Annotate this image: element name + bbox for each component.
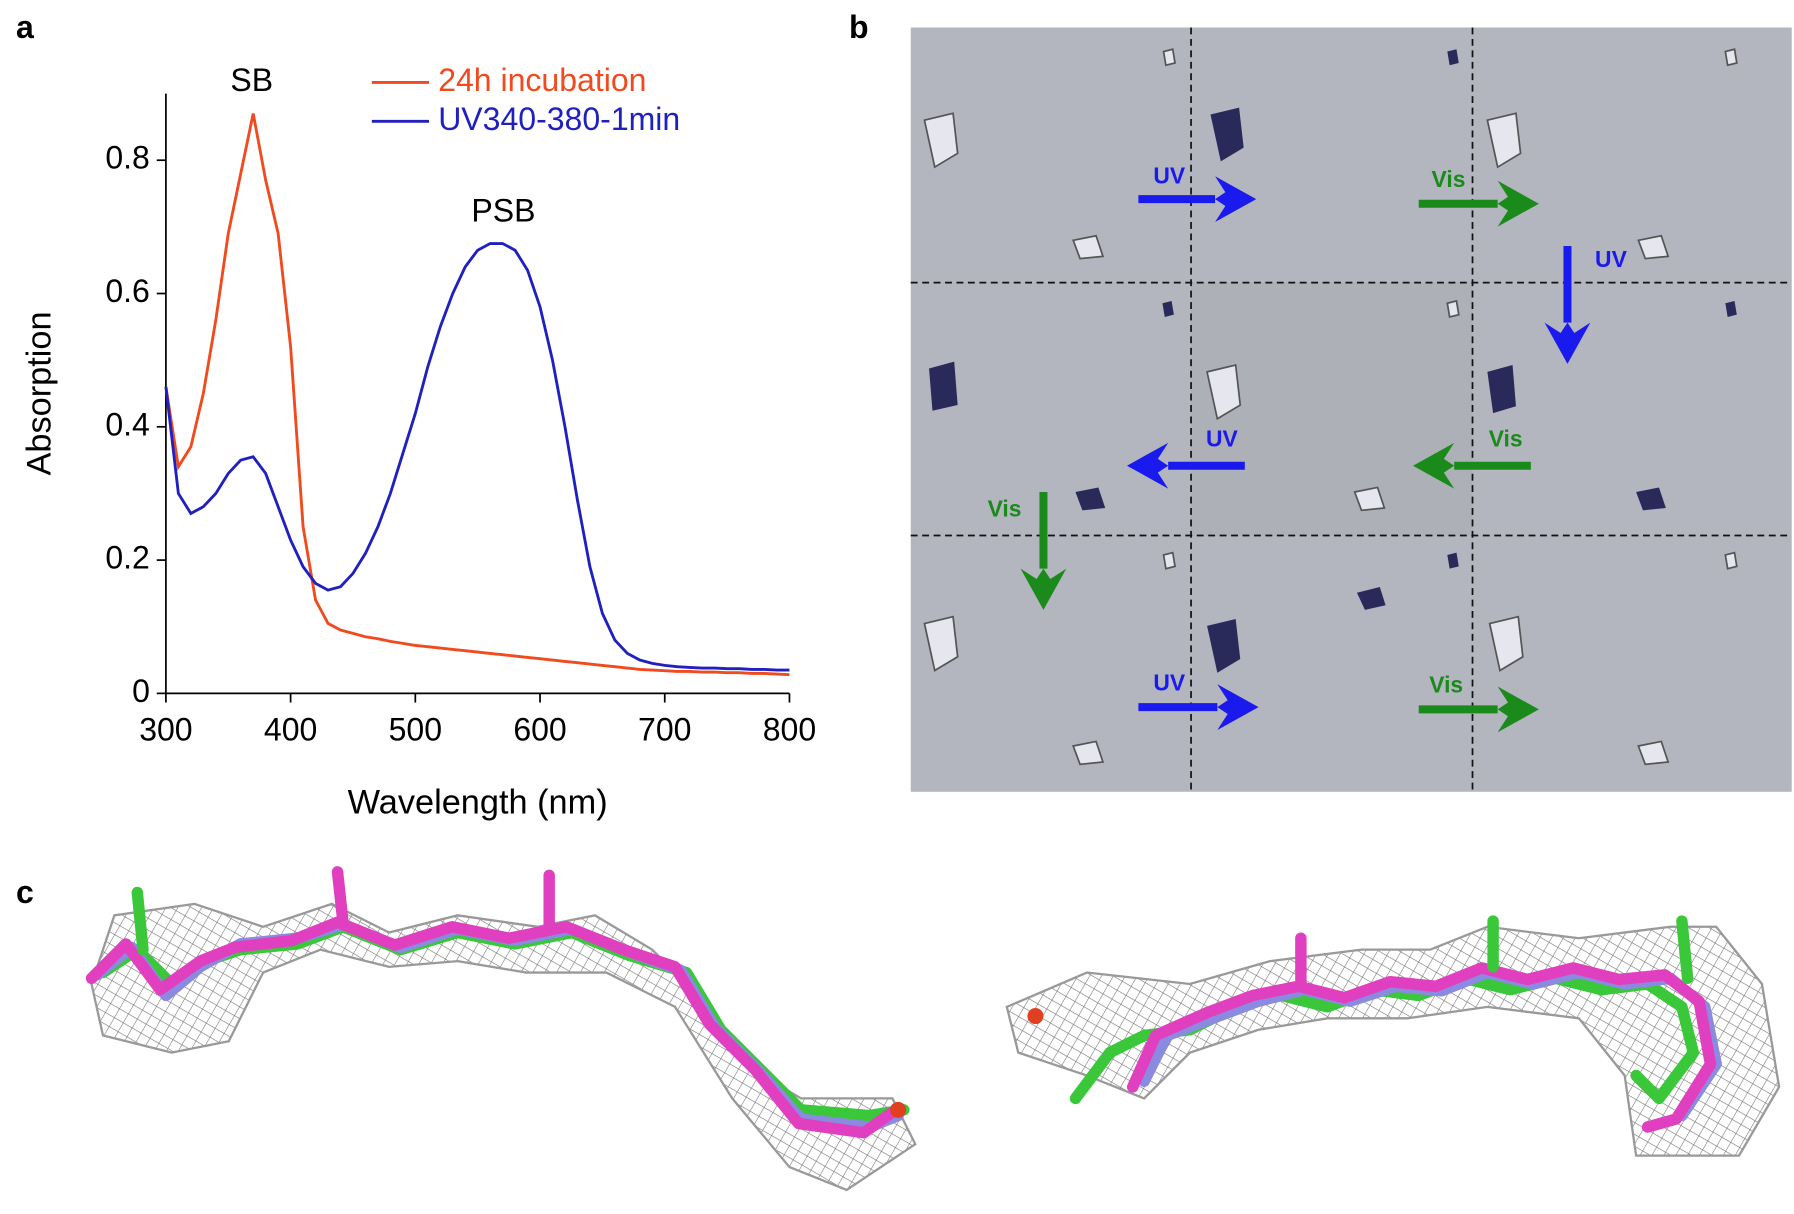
spectrum-chart: 0 0.2 0.4 0.6 0.8 300 400 500 600 700 800 Wavelengt… xyxy=(20,62,816,822)
panel-label: c xyxy=(16,874,34,910)
panel-label: b xyxy=(849,9,869,45)
arrow-label: UV xyxy=(1153,162,1186,188)
panel-label: a xyxy=(16,9,35,45)
arrow-label: UV xyxy=(1206,426,1239,452)
arrow-label: UV xyxy=(1153,669,1186,695)
x-tick-label: 700 xyxy=(638,712,691,748)
arrows: UV Vis UV UV Vis Vis UV Vis xyxy=(988,162,1628,733)
series-line xyxy=(164,242,790,672)
x-axis-label: Wavelength (nm) xyxy=(348,783,608,821)
arrow-label: Vis xyxy=(1429,672,1463,698)
legend-label: UV340-380-1min xyxy=(438,101,680,137)
arrow-head xyxy=(1126,442,1169,489)
arrow-head xyxy=(1215,176,1257,222)
series-line xyxy=(164,113,790,677)
arrow-head xyxy=(1497,686,1539,733)
molecular-structures xyxy=(85,866,1781,1192)
crystal-image xyxy=(910,27,1792,792)
arrow-head xyxy=(1217,684,1259,730)
arrow-label: Vis xyxy=(1489,426,1523,452)
arrow-head xyxy=(1413,442,1455,489)
arrow-head xyxy=(1020,568,1067,610)
x-tick-label: 300 xyxy=(139,712,192,748)
legend-label: 24h incubation xyxy=(438,62,646,98)
x-tick-label: 400 xyxy=(264,712,317,748)
arrow-label: Vis xyxy=(988,495,1022,521)
arrow-label: UV xyxy=(1595,246,1628,272)
annotation: SB xyxy=(230,62,273,98)
y-tick-label: 0.4 xyxy=(105,406,150,442)
annotation: PSB xyxy=(471,192,535,228)
x-tick-label: 600 xyxy=(513,712,566,748)
x-tick-label: 800 xyxy=(763,712,816,748)
y-tick-label: 0.6 xyxy=(105,273,150,309)
y-tick-label: 0.8 xyxy=(105,140,150,176)
y-axis-label: Absorption xyxy=(20,311,58,475)
arrow-label: Vis xyxy=(1432,166,1466,192)
y-tick-label: 0.2 xyxy=(105,540,150,576)
y-tick-label: 0 xyxy=(132,673,150,709)
arrow-head xyxy=(1544,322,1591,364)
arrow-head xyxy=(1497,180,1539,227)
x-tick-label: 500 xyxy=(389,712,442,748)
